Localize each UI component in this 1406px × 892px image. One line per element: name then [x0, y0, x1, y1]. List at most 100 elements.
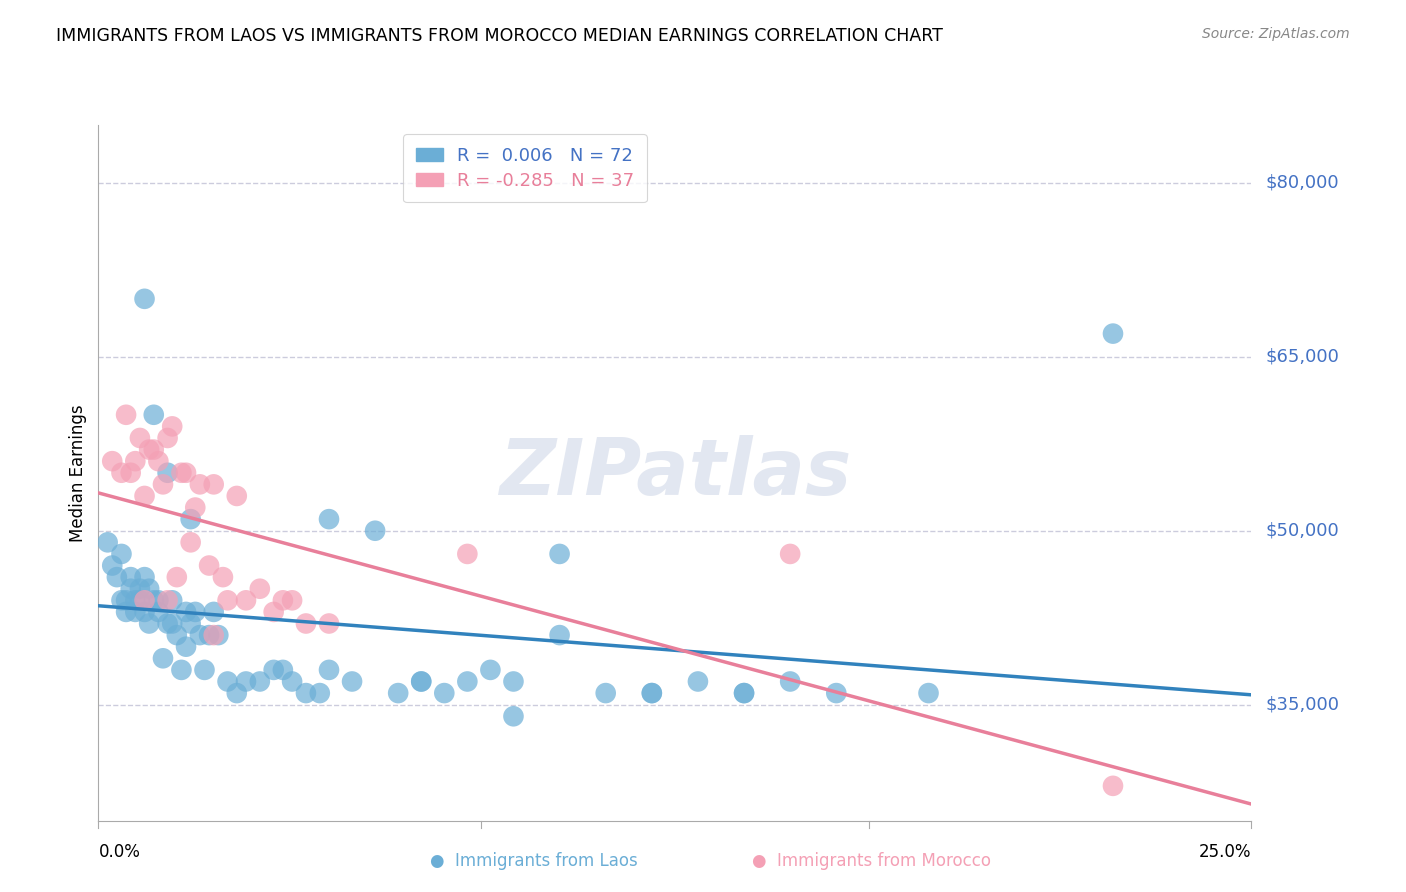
Point	[124, 593, 146, 607]
Point	[160, 419, 183, 434]
Point	[235, 674, 257, 689]
Point	[318, 512, 340, 526]
Point	[97, 535, 120, 549]
Point	[193, 663, 215, 677]
Point	[188, 628, 211, 642]
Point	[129, 431, 152, 445]
Point	[184, 500, 207, 515]
Point	[166, 570, 188, 584]
Point	[202, 605, 225, 619]
Point	[456, 674, 478, 689]
Legend: R =  0.006   N = 72, R = -0.285   N = 37: R = 0.006 N = 72, R = -0.285 N = 37	[404, 134, 647, 202]
Text: ZIPatlas: ZIPatlas	[499, 434, 851, 511]
Point	[156, 466, 179, 480]
Point	[595, 686, 617, 700]
Point	[120, 466, 142, 480]
Point	[101, 454, 124, 468]
Text: ●  Immigrants from Morocco: ● Immigrants from Morocco	[752, 852, 991, 870]
Point	[115, 605, 138, 619]
Point	[110, 547, 132, 561]
Point	[502, 709, 524, 723]
Point	[433, 686, 456, 700]
Point	[456, 547, 478, 561]
Text: ●  Immigrants from Laos: ● Immigrants from Laos	[430, 852, 638, 870]
Point	[134, 605, 156, 619]
Point	[825, 686, 848, 700]
Point	[411, 674, 433, 689]
Point	[387, 686, 409, 700]
Point	[271, 593, 294, 607]
Point	[110, 466, 132, 480]
Point	[148, 593, 170, 607]
Point	[142, 408, 165, 422]
Point	[138, 582, 160, 596]
Point	[202, 477, 225, 491]
Point	[160, 616, 183, 631]
Text: $50,000: $50,000	[1265, 522, 1339, 540]
Point	[281, 674, 304, 689]
Point	[142, 593, 165, 607]
Point	[138, 616, 160, 631]
Point	[686, 674, 709, 689]
Point	[1102, 779, 1125, 793]
Point	[733, 686, 755, 700]
Point	[148, 454, 170, 468]
Point	[134, 292, 156, 306]
Text: $80,000: $80,000	[1265, 174, 1339, 192]
Point	[134, 570, 156, 584]
Point	[180, 535, 202, 549]
Point	[148, 605, 170, 619]
Point	[101, 558, 124, 573]
Point	[142, 442, 165, 457]
Point	[249, 582, 271, 596]
Point	[184, 605, 207, 619]
Text: 25.0%: 25.0%	[1199, 843, 1251, 861]
Point	[152, 477, 174, 491]
Point	[318, 663, 340, 677]
Text: IMMIGRANTS FROM LAOS VS IMMIGRANTS FROM MOROCCO MEDIAN EARNINGS CORRELATION CHAR: IMMIGRANTS FROM LAOS VS IMMIGRANTS FROM …	[56, 27, 943, 45]
Point	[502, 674, 524, 689]
Point	[180, 512, 202, 526]
Text: $65,000: $65,000	[1265, 348, 1340, 366]
Point	[249, 674, 271, 689]
Point	[129, 582, 152, 596]
Point	[235, 593, 257, 607]
Y-axis label: Median Earnings: Median Earnings	[69, 404, 87, 541]
Point	[188, 477, 211, 491]
Point	[212, 570, 235, 584]
Point	[170, 663, 193, 677]
Point	[156, 431, 179, 445]
Point	[105, 570, 128, 584]
Point	[641, 686, 664, 700]
Point	[174, 605, 197, 619]
Point	[1102, 326, 1125, 341]
Point	[202, 628, 225, 642]
Point	[281, 593, 304, 607]
Point	[152, 651, 174, 665]
Point	[156, 593, 179, 607]
Point	[225, 686, 247, 700]
Point	[479, 663, 502, 677]
Point	[166, 628, 188, 642]
Point	[170, 466, 193, 480]
Point	[198, 558, 221, 573]
Point	[271, 663, 294, 677]
Point	[207, 628, 229, 642]
Point	[110, 593, 132, 607]
Point	[733, 686, 755, 700]
Point	[156, 616, 179, 631]
Point	[548, 628, 571, 642]
Point	[225, 489, 247, 503]
Point	[308, 686, 330, 700]
Point	[411, 674, 433, 689]
Point	[180, 616, 202, 631]
Point	[295, 686, 318, 700]
Point	[138, 442, 160, 457]
Point	[174, 640, 197, 654]
Point	[198, 628, 221, 642]
Point	[134, 489, 156, 503]
Point	[917, 686, 939, 700]
Point	[641, 686, 664, 700]
Point	[115, 408, 138, 422]
Point	[364, 524, 387, 538]
